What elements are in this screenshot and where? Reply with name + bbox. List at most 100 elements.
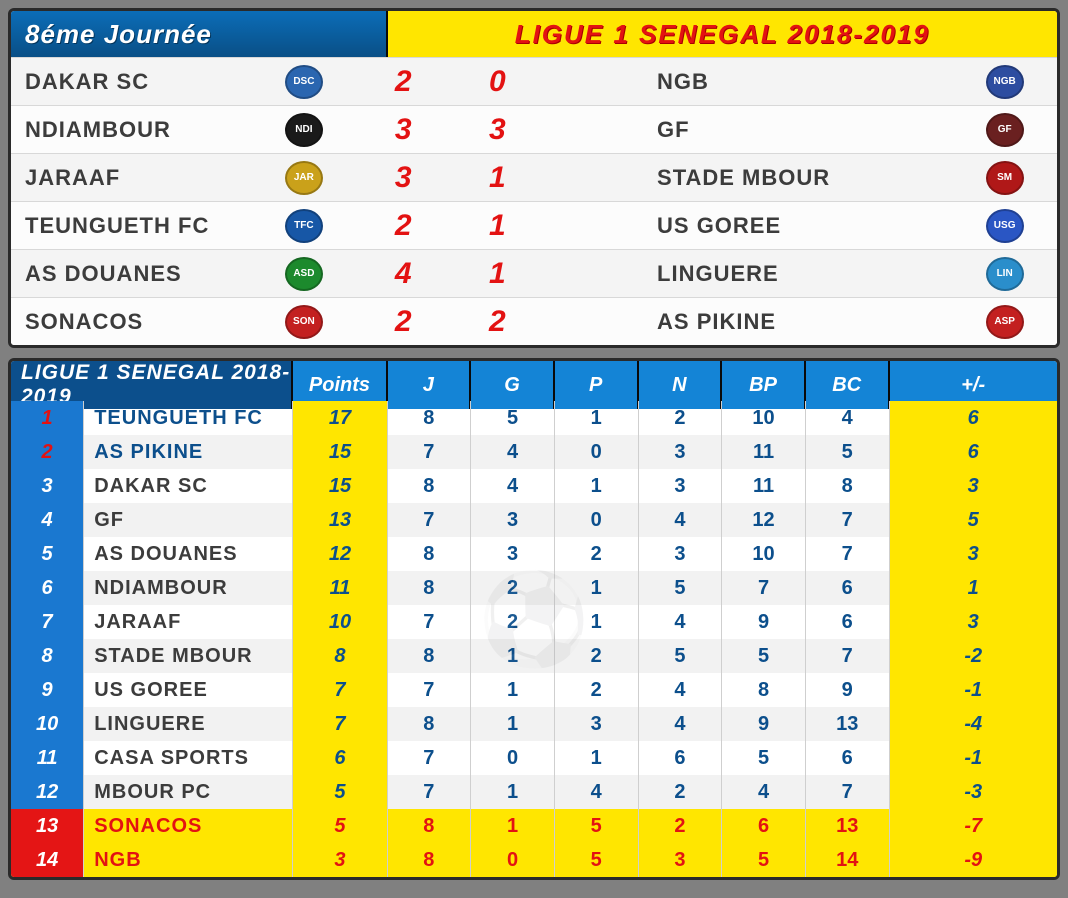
rank: 10	[11, 707, 84, 741]
team-name: MBOUR PC	[84, 775, 293, 809]
wins: 0	[471, 741, 555, 775]
league-label: LIGUE 1 SENEGAL 2018-2019	[388, 11, 1057, 57]
points: 11	[293, 571, 387, 605]
home-team: JARAAF	[11, 165, 252, 191]
draws: 4	[639, 503, 723, 537]
losses: 0	[555, 435, 639, 469]
draws: 5	[639, 571, 723, 605]
draws: 2	[639, 401, 723, 435]
standings-row: 8 STADE MBOUR 8 8 1 2 5 5 7 -2	[11, 639, 1057, 673]
rank: 6	[11, 571, 84, 605]
goal-diff: 6	[890, 435, 1057, 469]
goals-against: 7	[806, 537, 890, 571]
rank: 4	[11, 503, 84, 537]
away-team: AS PIKINE	[649, 309, 952, 335]
match-row: DAKAR SC DSC 2 0 NGB NGB	[11, 57, 1057, 105]
goals-for: 6	[722, 809, 806, 843]
draws: 2	[639, 775, 723, 809]
team-name: LINGUERE	[84, 707, 293, 741]
goal-diff: -1	[890, 741, 1057, 775]
home-logo: DSC	[252, 65, 357, 99]
goals-against: 13	[806, 809, 890, 843]
points: 17	[293, 401, 387, 435]
losses: 5	[555, 809, 639, 843]
rank: 12	[11, 775, 84, 809]
goals-against: 8	[806, 469, 890, 503]
away-logo: LIN	[952, 257, 1057, 291]
draws: 3	[639, 843, 723, 877]
rank: 8	[11, 639, 84, 673]
standings-row: 10 LINGUERE 7 8 1 3 4 9 13 -4	[11, 707, 1057, 741]
losses: 2	[555, 639, 639, 673]
match-row: AS DOUANES ASD 4 1 LINGUERE LIN	[11, 249, 1057, 297]
standings-row: 5 AS DOUANES 12 8 3 2 3 10 7 3	[11, 537, 1057, 571]
goals-for: 9	[722, 605, 806, 639]
played: 7	[388, 605, 472, 639]
matches-body: DAKAR SC DSC 2 0 NGB NGB NDIAMBOUR NDI 3…	[11, 57, 1057, 345]
played: 8	[388, 639, 472, 673]
wins: 4	[471, 469, 555, 503]
points: 15	[293, 435, 387, 469]
goals-for: 9	[722, 707, 806, 741]
draws: 5	[639, 639, 723, 673]
matches-panel: 8éme Journée LIGUE 1 SENEGAL 2018-2019 D…	[8, 8, 1060, 348]
home-score: 4	[356, 257, 450, 291]
played: 8	[388, 843, 472, 877]
played: 7	[388, 503, 472, 537]
goals-against: 13	[806, 707, 890, 741]
team-name: NGB	[84, 843, 293, 877]
away-score: 1	[450, 257, 544, 291]
losses: 1	[555, 571, 639, 605]
losses: 2	[555, 537, 639, 571]
wins: 2	[471, 571, 555, 605]
standings-row: 2 AS PIKINE 15 7 4 0 3 11 5 6	[11, 435, 1057, 469]
away-score: 2	[450, 305, 544, 339]
standings-body: 1 TEUNGUETH FC 17 8 5 1 2 10 4 6 2 AS PI…	[11, 401, 1057, 877]
points: 8	[293, 639, 387, 673]
goal-diff: 3	[890, 605, 1057, 639]
away-score: 3	[450, 113, 544, 147]
rank: 13	[11, 809, 84, 843]
goal-diff: 3	[890, 537, 1057, 571]
losses: 0	[555, 503, 639, 537]
goals-for: 12	[722, 503, 806, 537]
home-logo: SON	[252, 305, 357, 339]
standings-row: 6 NDIAMBOUR 11 8 2 1 5 7 6 1	[11, 571, 1057, 605]
played: 8	[388, 571, 472, 605]
home-logo: NDI	[252, 113, 357, 147]
points: 7	[293, 673, 387, 707]
played: 7	[388, 775, 472, 809]
losses: 1	[555, 401, 639, 435]
rank: 7	[11, 605, 84, 639]
standings-header: LIGUE 1 SENEGAL 2018-2019PointsJGPNBPBC+…	[11, 361, 1057, 401]
goals-against: 7	[806, 639, 890, 673]
goals-for: 5	[722, 741, 806, 775]
played: 7	[388, 435, 472, 469]
wins: 3	[471, 537, 555, 571]
away-logo: USG	[952, 209, 1057, 243]
losses: 2	[555, 673, 639, 707]
rank: 14	[11, 843, 84, 877]
away-logo: SM	[952, 161, 1057, 195]
team-name: TEUNGUETH FC	[84, 401, 293, 435]
goals-for: 4	[722, 775, 806, 809]
team-name: DAKAR SC	[84, 469, 293, 503]
goals-for: 11	[722, 435, 806, 469]
points: 5	[293, 775, 387, 809]
losses: 1	[555, 469, 639, 503]
away-team: LINGUERE	[649, 261, 952, 287]
standings-row: 4 GF 13 7 3 0 4 12 7 5	[11, 503, 1057, 537]
away-team: GF	[649, 117, 952, 143]
wins: 1	[471, 673, 555, 707]
goals-against: 7	[806, 503, 890, 537]
standings-row: 7 JARAAF 10 7 2 1 4 9 6 3	[11, 605, 1057, 639]
played: 8	[388, 707, 472, 741]
played: 8	[388, 537, 472, 571]
rank: 11	[11, 741, 84, 775]
draws: 3	[639, 469, 723, 503]
goal-diff: -4	[890, 707, 1057, 741]
played: 8	[388, 401, 472, 435]
standings-row: 13 SONACOS 5 8 1 5 2 6 13 -7	[11, 809, 1057, 843]
losses: 1	[555, 741, 639, 775]
goal-diff: -9	[890, 843, 1057, 877]
